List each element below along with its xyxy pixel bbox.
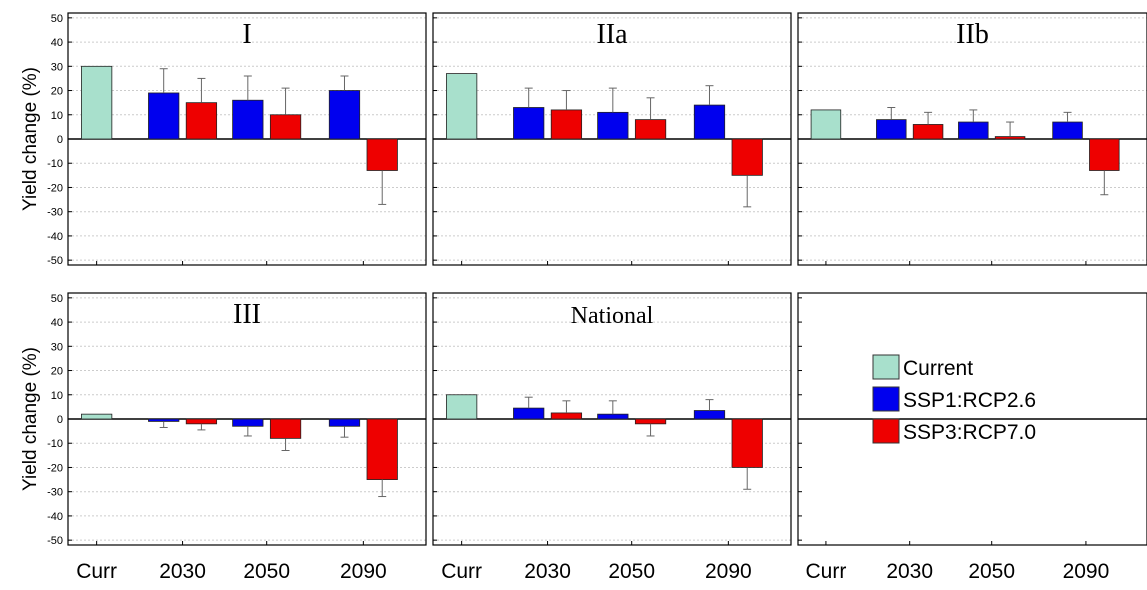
legend-label-ssp1: SSP1:RCP2.6 — [903, 389, 1036, 412]
x-tick-label: 2090 — [705, 560, 752, 583]
legend-swatch-current — [872, 354, 900, 380]
y-tick-label: -40 — [47, 511, 63, 523]
bar-ssp3-2090 — [1089, 138, 1120, 171]
bar-ssp1-2050 — [597, 111, 629, 140]
bar-ssp3-2090 — [731, 418, 763, 468]
bar-ssp3-2030 — [185, 418, 218, 425]
bar-ssp1-2030 — [148, 418, 180, 422]
y-axis-label: Yield change (%) — [20, 347, 41, 491]
bar-ssp1-2050 — [232, 418, 264, 427]
y-tick-label: 10 — [51, 110, 63, 122]
legend-swatch-ssp3 — [872, 418, 900, 444]
chart-panel-3: IIb — [797, 12, 1147, 266]
panel-title: III — [233, 299, 261, 330]
x-tick-label: 2050 — [968, 560, 1015, 583]
y-tick-label: 20 — [51, 86, 63, 98]
bar-ssp3-2090 — [366, 418, 398, 480]
bar-current — [810, 109, 842, 140]
bar-ssp1-2090 — [328, 418, 361, 427]
bar-current — [81, 65, 113, 140]
bar-current — [446, 73, 478, 140]
bar-ssp1-2090 — [693, 410, 726, 420]
bar-ssp3-2090 — [731, 138, 763, 176]
panel-title: IIa — [596, 19, 628, 50]
legend-swatch-ssp1 — [872, 386, 900, 412]
legend-label-ssp3: SSP3:RCP7.0 — [903, 421, 1036, 444]
chart-panel-1: 50 40 30 20 10 0 -10 -20 -30 -40 -50 Yield change (… — [20, 12, 427, 267]
y-tick-label: 50 — [51, 13, 63, 25]
y-tick-label: -50 — [47, 535, 63, 547]
x-tick-label: 2090 — [340, 560, 387, 583]
bar-ssp1-2090 — [328, 90, 361, 140]
x-tick-label: Curr — [76, 560, 117, 583]
y-tick-label: -20 — [47, 182, 63, 194]
x-tick-label: 2050 — [243, 560, 290, 583]
bar-ssp3-2050 — [634, 418, 667, 425]
bar-ssp3-2050 — [269, 418, 302, 439]
bar-ssp3-2030 — [550, 109, 583, 140]
x-tick-label: 2050 — [608, 560, 655, 583]
y-tick-label: 50 — [51, 293, 63, 305]
y-tick-label: -10 — [47, 158, 63, 170]
y-tick-label: 20 — [51, 366, 63, 378]
bar-ssp3-2050 — [269, 114, 302, 140]
y-tick-label: 0 — [57, 414, 63, 426]
y-tick-label: -40 — [47, 231, 63, 243]
bar-ssp1-2030 — [513, 407, 545, 420]
legend-label-current: Current — [903, 357, 973, 380]
bar-ssp3-2030 — [550, 412, 583, 420]
x-tick-label: 2030 — [886, 560, 933, 583]
panel-title: I — [242, 19, 251, 50]
y-tick-label: 0 — [57, 134, 63, 146]
bar-ssp1-2050 — [597, 413, 629, 420]
bar-ssp1-2050 — [958, 121, 989, 140]
chart-panel-2: IIa — [432, 12, 792, 266]
panel-title: National — [571, 303, 654, 329]
x-tick-label: Curr — [805, 560, 846, 583]
x-tick-label: 2090 — [1063, 560, 1110, 583]
bar-ssp3-2050 — [634, 119, 667, 140]
bar-current — [81, 413, 113, 420]
x-tick-label: Curr — [441, 560, 482, 583]
chart-panel-5: Curr 2030 2050 2090 National — [432, 292, 792, 583]
y-tick-label: -10 — [47, 438, 63, 450]
panel-title: IIb — [956, 19, 989, 50]
bar-ssp3-2090 — [366, 138, 398, 171]
y-tick-label: -50 — [47, 255, 63, 267]
chart-panel-4: 50 40 30 20 10 0 -10 -20 -30 -40 -50 Yield change (… — [20, 292, 427, 583]
y-tick-label: -30 — [47, 207, 63, 219]
bar-ssp1-2030 — [513, 107, 545, 140]
y-tick-label: -30 — [47, 487, 63, 499]
bar-ssp1-2090 — [693, 104, 726, 140]
y-tick-label: 40 — [51, 37, 63, 49]
bar-ssp3-2050 — [994, 136, 1026, 140]
bar-ssp1-2030 — [148, 92, 180, 140]
y-tick-label: 10 — [51, 390, 63, 402]
bar-ssp1-2050 — [232, 99, 264, 140]
x-tick-label: 2030 — [524, 560, 571, 583]
y-tick-label: -20 — [47, 462, 63, 474]
y-axis-label: Yield change (%) — [20, 67, 41, 211]
y-tick-label: 30 — [51, 61, 63, 73]
bar-ssp3-2030 — [912, 124, 944, 140]
chart-panel-6: Curr 2030 2050 2090 Current SSP1:RCP2.6 SSP3:R… — [797, 292, 1147, 583]
bar-ssp1-2090 — [1052, 121, 1083, 140]
bar-current — [446, 394, 478, 420]
bar-ssp3-2030 — [185, 102, 218, 140]
y-tick-label: 30 — [51, 341, 63, 353]
y-tick-label: 40 — [51, 317, 63, 329]
x-tick-label: 2030 — [159, 560, 206, 583]
bar-ssp1-2030 — [876, 119, 907, 140]
